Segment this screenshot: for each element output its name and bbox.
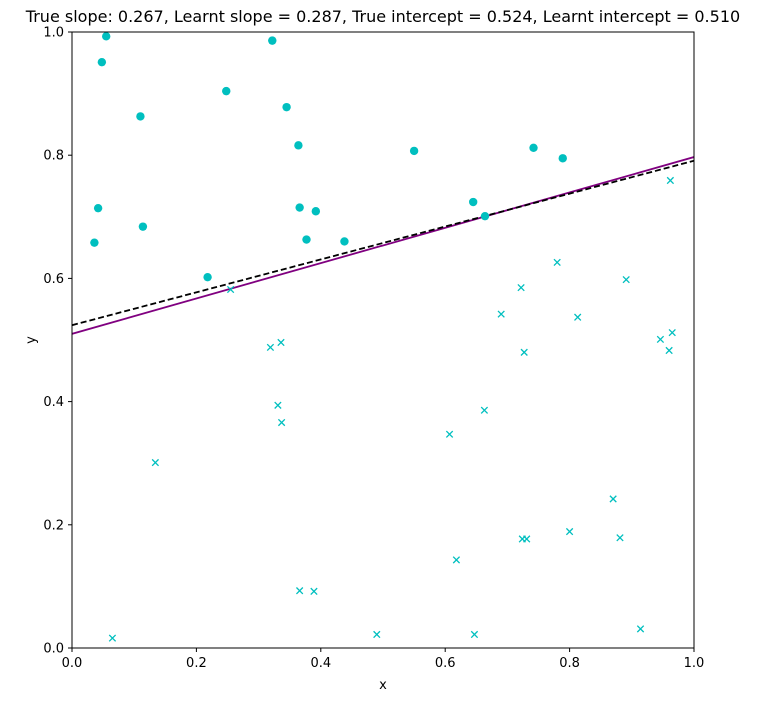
data-point-x	[616, 534, 624, 542]
data-point-x	[574, 313, 582, 321]
y-tick-label: 0.4	[43, 395, 64, 410]
data-point-x	[517, 283, 525, 292]
data-point-circle	[302, 235, 311, 244]
data-point-x	[277, 418, 286, 427]
data-point-x	[665, 346, 673, 355]
x-tick-label: 0.8	[559, 656, 580, 671]
data-point-x	[470, 630, 479, 639]
data-point-x	[310, 587, 318, 595]
data-point-circle	[480, 211, 490, 221]
data-point-x	[666, 176, 675, 185]
circle-series	[90, 32, 567, 282]
data-point-circle	[558, 154, 567, 163]
data-point-x	[108, 634, 117, 642]
data-point-circle	[529, 143, 538, 153]
learnt-fit-line	[72, 156, 694, 335]
fit-lines	[72, 156, 694, 335]
data-point-circle	[409, 146, 419, 156]
data-point-x	[523, 535, 531, 543]
data-point-x	[226, 285, 235, 294]
data-point-x	[480, 406, 489, 414]
data-point-x	[452, 556, 461, 564]
x-tick-label: 1.0	[684, 656, 705, 671]
data-point-circle	[294, 141, 303, 150]
data-point-circle	[102, 32, 111, 41]
data-point-circle	[203, 272, 212, 282]
data-point-circle	[222, 86, 231, 96]
y-tick-label: 0.8	[43, 149, 64, 164]
data-point-x	[151, 458, 160, 467]
data-point-x	[266, 343, 275, 352]
data-point-x	[656, 335, 665, 344]
data-point-x	[295, 587, 304, 595]
data-point-circle	[282, 102, 291, 112]
data-point-circle	[268, 36, 277, 45]
data-point-x	[565, 527, 574, 536]
data-point-circle	[97, 57, 107, 67]
data-point-x	[373, 630, 381, 639]
x-tick-label: 0.2	[186, 656, 207, 671]
data-point-x	[520, 348, 528, 356]
data-point-circle	[136, 112, 145, 121]
y-tick-label: 0.6	[43, 272, 64, 287]
x-axis-label: x	[379, 678, 387, 693]
data-point-x	[497, 310, 505, 318]
y-tick-label: 0.0	[43, 642, 64, 657]
data-point-x	[609, 495, 617, 503]
data-point-circle	[468, 197, 478, 207]
data-point-circle	[295, 203, 304, 212]
x-axis: 0.0 0.2 0.4 0.6 0.8 1.0	[62, 648, 705, 671]
x-tick-label: 0.6	[435, 656, 456, 671]
data-point-x	[277, 338, 285, 347]
x-series	[108, 176, 676, 642]
data-point-circle	[138, 222, 148, 231]
data-point-circle	[93, 203, 103, 213]
data-point-circle	[340, 237, 349, 246]
chart-title: True slope: 0.267, Learnt slope = 0.287,…	[25, 7, 740, 26]
data-point-circle	[90, 238, 99, 247]
data-point-x	[668, 328, 676, 337]
data-point-x	[445, 430, 454, 438]
plot-frame	[71, 31, 695, 649]
y-tick-label: 0.2	[43, 518, 64, 533]
y-axis-label: y	[24, 336, 39, 344]
y-tick-label: 1.0	[43, 26, 64, 41]
data-point-x	[636, 625, 645, 633]
y-axis: 0.0 0.2 0.4 0.6 0.8 1.0	[43, 26, 72, 657]
data-point-x	[274, 401, 282, 409]
data-point-x	[553, 258, 561, 267]
data-point-circle	[311, 207, 321, 216]
x-tick-label: 0.4	[310, 656, 331, 671]
data-point-x	[622, 275, 630, 284]
true-fit-line	[72, 159, 694, 327]
x-tick-label: 0.0	[62, 656, 83, 671]
plot-area	[71, 31, 695, 649]
